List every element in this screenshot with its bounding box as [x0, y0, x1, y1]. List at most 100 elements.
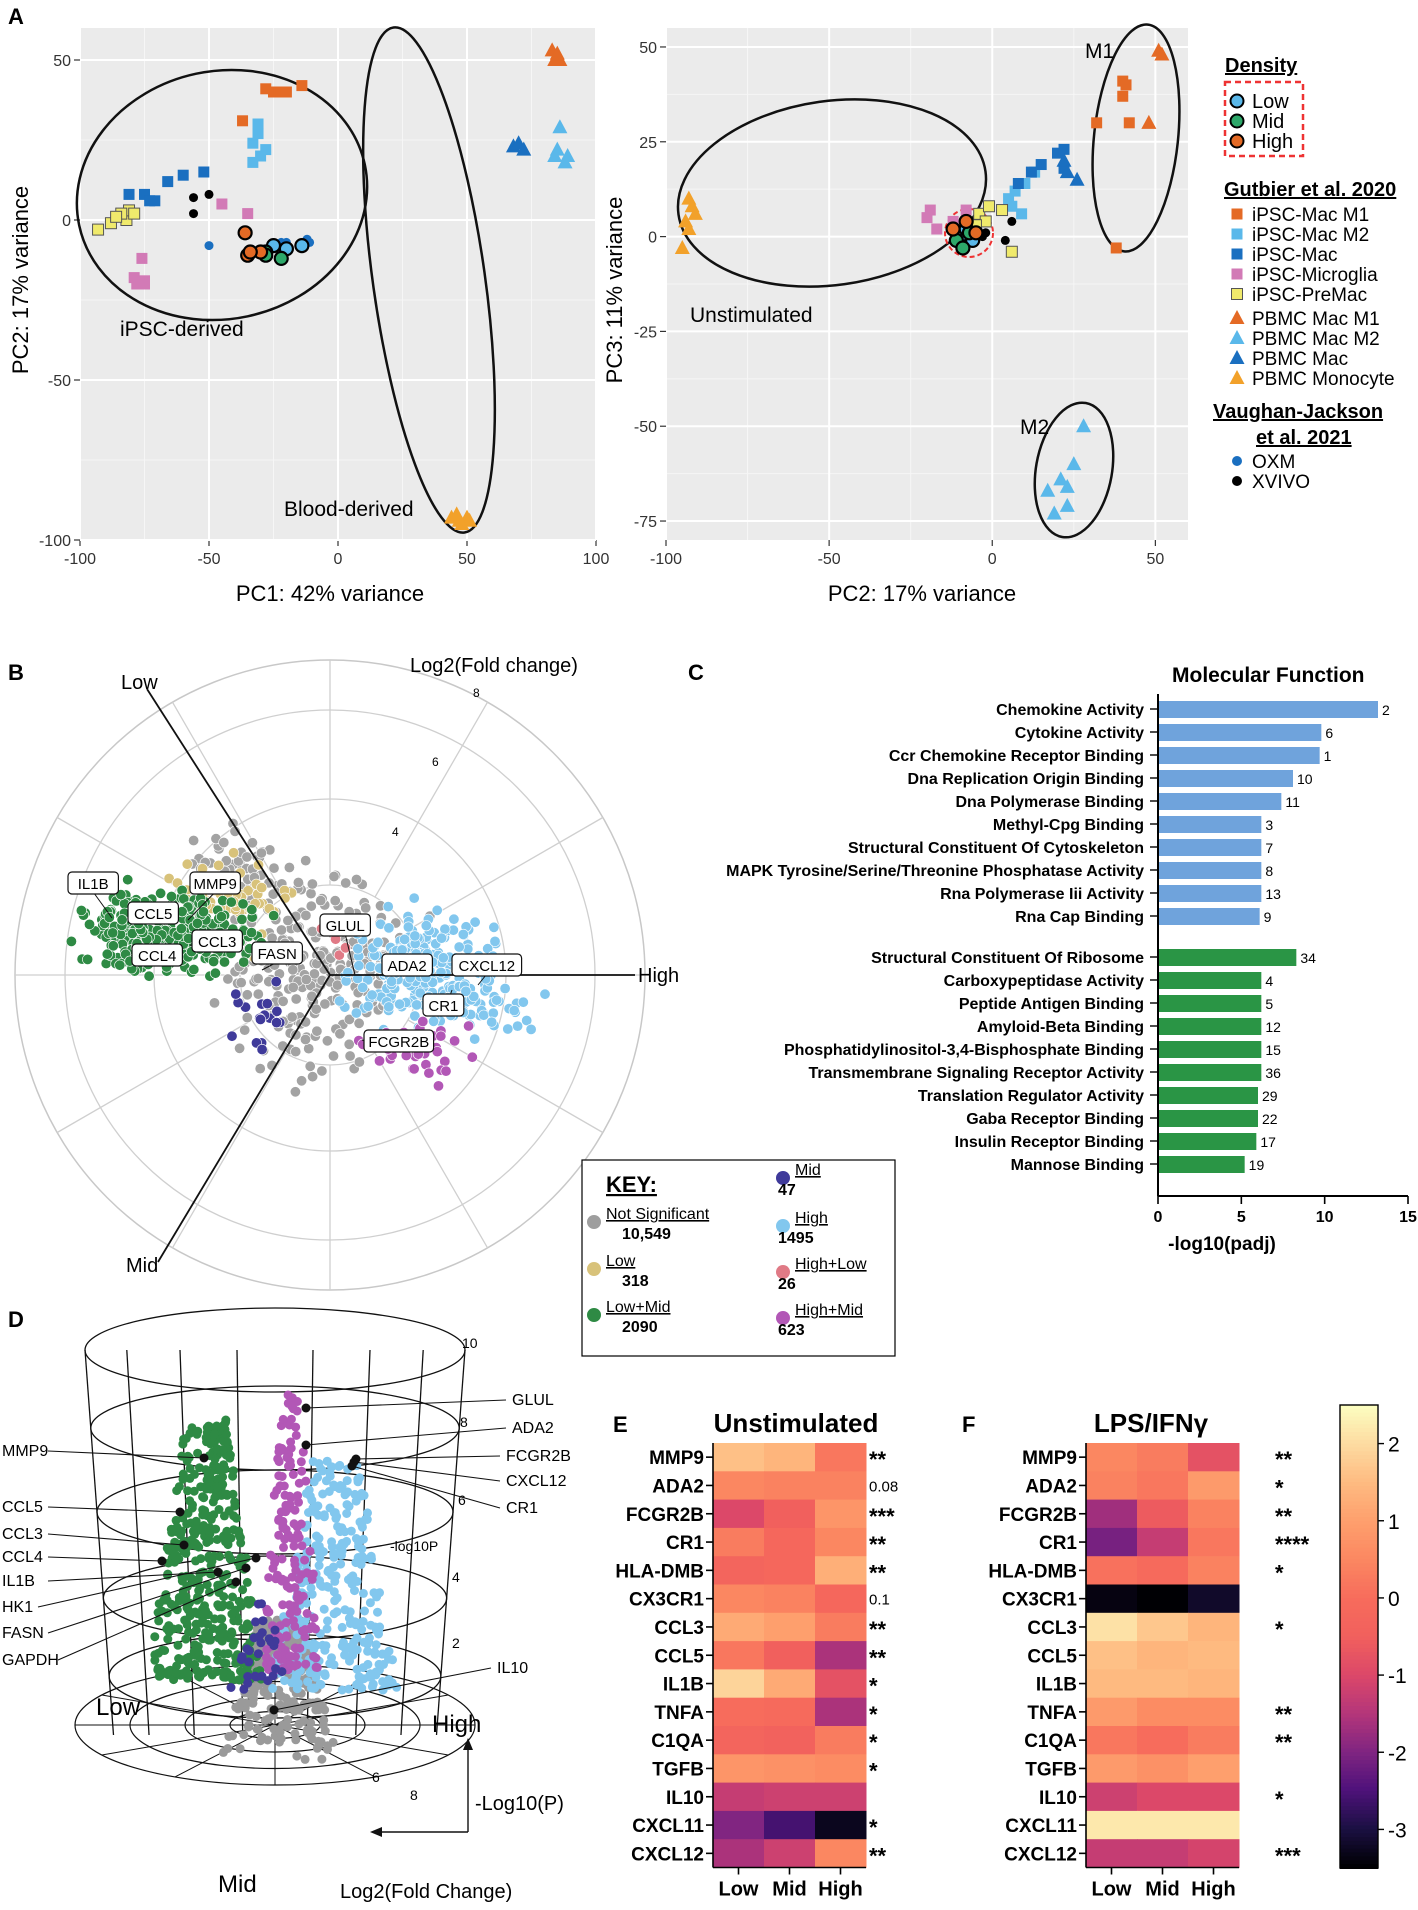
dot-not-significant [268, 862, 280, 874]
dot-high-mid [305, 1546, 315, 1556]
dot-low-mid [228, 1675, 238, 1685]
heatmap-cell [713, 1556, 765, 1585]
y-tick-label: -100 [39, 533, 71, 550]
dot-high [469, 916, 481, 928]
dot-low-mid [172, 1522, 182, 1532]
dot-high [399, 933, 411, 945]
dot-high [345, 1656, 354, 1666]
point-ipsc-mac-m2 [247, 137, 259, 149]
molecular-function-bar-chart: Chemokine Activity 2 Cytokine Activity 6 Ccr… [726, 694, 1417, 1226]
dot-low-mid [222, 1437, 232, 1447]
dot-high [305, 1491, 315, 1501]
point-xvivo [1000, 235, 1010, 245]
dot-high-mid [300, 1555, 310, 1565]
dot-not-significant [306, 878, 318, 890]
dot-high-mid [297, 1541, 307, 1551]
dot-low-mid [216, 911, 228, 923]
colorbar-segment [1340, 1509, 1378, 1515]
colorbar-border [1339, 1404, 1379, 1869]
heatmap-cell [1137, 1839, 1189, 1868]
dot-not-significant [239, 1730, 249, 1740]
heatmap-cell [1188, 1443, 1240, 1472]
colorbar-segment [1340, 1671, 1378, 1677]
dot-not-significant [249, 1686, 259, 1696]
heatmap-row-label: CCL5 [654, 1646, 704, 1667]
point-xvivo [981, 228, 991, 238]
heatmap-row-label: CCL3 [654, 1618, 704, 1639]
dot-high [435, 966, 447, 978]
dot-mid [226, 1683, 236, 1692]
significance-label: ** [1275, 1730, 1293, 1755]
legend-gutbier-label: iPSC-PreMac [1252, 285, 1367, 306]
dot-high [314, 1561, 324, 1570]
point-pbmc-mac-m2 [1059, 478, 1075, 493]
dot-low-mid [150, 1632, 160, 1642]
point-mid [273, 250, 289, 266]
colorbar-segment [1340, 1617, 1378, 1623]
dot-not-significant [244, 1722, 253, 1732]
dot-low-mid [201, 1484, 211, 1494]
point-pbmc-mac-m2 [1046, 505, 1062, 520]
f-title: LPS/IFNγ [1094, 1408, 1209, 1438]
dot-high [437, 952, 449, 964]
heatmap-row-label: CXCL12 [631, 1844, 704, 1865]
bar [1158, 908, 1260, 925]
dot-low-mid [222, 1527, 232, 1537]
cluster-ellipse [1033, 401, 1115, 539]
dot-low-mid [82, 953, 94, 965]
dot-high [436, 932, 448, 944]
dot-low-mid [143, 970, 155, 982]
colorbar-segment [1340, 1736, 1378, 1742]
dot-mid [253, 1599, 263, 1609]
dot-low-mid [177, 1655, 186, 1665]
heatmap-cell [815, 1839, 867, 1868]
dot-high-mid [294, 1595, 304, 1605]
dot-high [350, 1586, 359, 1596]
dot-low-mid [198, 906, 210, 918]
dot-low-mid [208, 955, 220, 967]
dot-low-mid [181, 1634, 191, 1644]
y-tick-label: 0 [648, 230, 657, 247]
colorbar-segment [1340, 1667, 1378, 1673]
dot-high-mid [288, 1470, 298, 1479]
key-count: 1495 [778, 1230, 814, 1247]
dot-high [323, 1582, 333, 1592]
bar [1158, 816, 1262, 833]
dot-low-mid [212, 1444, 222, 1454]
dot-high [489, 935, 501, 947]
dot-mid [243, 1678, 253, 1688]
dot-high [319, 1512, 329, 1522]
heatmap-cell [815, 1527, 867, 1557]
dot-high-mid [294, 1574, 304, 1584]
dot-high-mid [286, 1493, 296, 1503]
dot-mid [270, 976, 282, 988]
heatmap-cell [713, 1782, 765, 1812]
colorbar-segment [1340, 1597, 1378, 1603]
heatmap-cell [815, 1782, 867, 1812]
bar-category-label: Rna Polymerase Iii Activity [940, 886, 1144, 903]
d-gene-pointer [273, 1667, 492, 1711]
colorbar-segment [1340, 1798, 1378, 1804]
significance-label: **** [1275, 1532, 1310, 1557]
dot-high-mid [311, 1653, 321, 1663]
d-inline-label: -log10P [390, 1538, 438, 1554]
colorbar-segment [1340, 1474, 1378, 1480]
colorbar-segment [1340, 1432, 1378, 1437]
polar-axis-low: Low [121, 672, 158, 694]
dot-not-significant [277, 995, 289, 1007]
significance-label: * [1275, 1560, 1284, 1585]
point-pbmc-mac-m1 [547, 52, 563, 66]
colorbar-segment [1340, 1497, 1378, 1503]
point-ipsc-mac [1035, 159, 1047, 171]
d-gene-label-left: CCL4 [2, 1549, 43, 1566]
bar-value-label: 7 [1265, 840, 1273, 856]
heatmap-cell [713, 1527, 765, 1557]
cluster-ellipse [75, 68, 369, 322]
gene-label-box [381, 953, 434, 977]
heatmap-cell [1137, 1443, 1189, 1472]
dot-high [356, 1559, 366, 1569]
dot-high [280, 1676, 289, 1686]
d-gene-pointer [57, 1581, 237, 1661]
heatmap-cell [764, 1839, 816, 1868]
dot-high [366, 989, 378, 1001]
